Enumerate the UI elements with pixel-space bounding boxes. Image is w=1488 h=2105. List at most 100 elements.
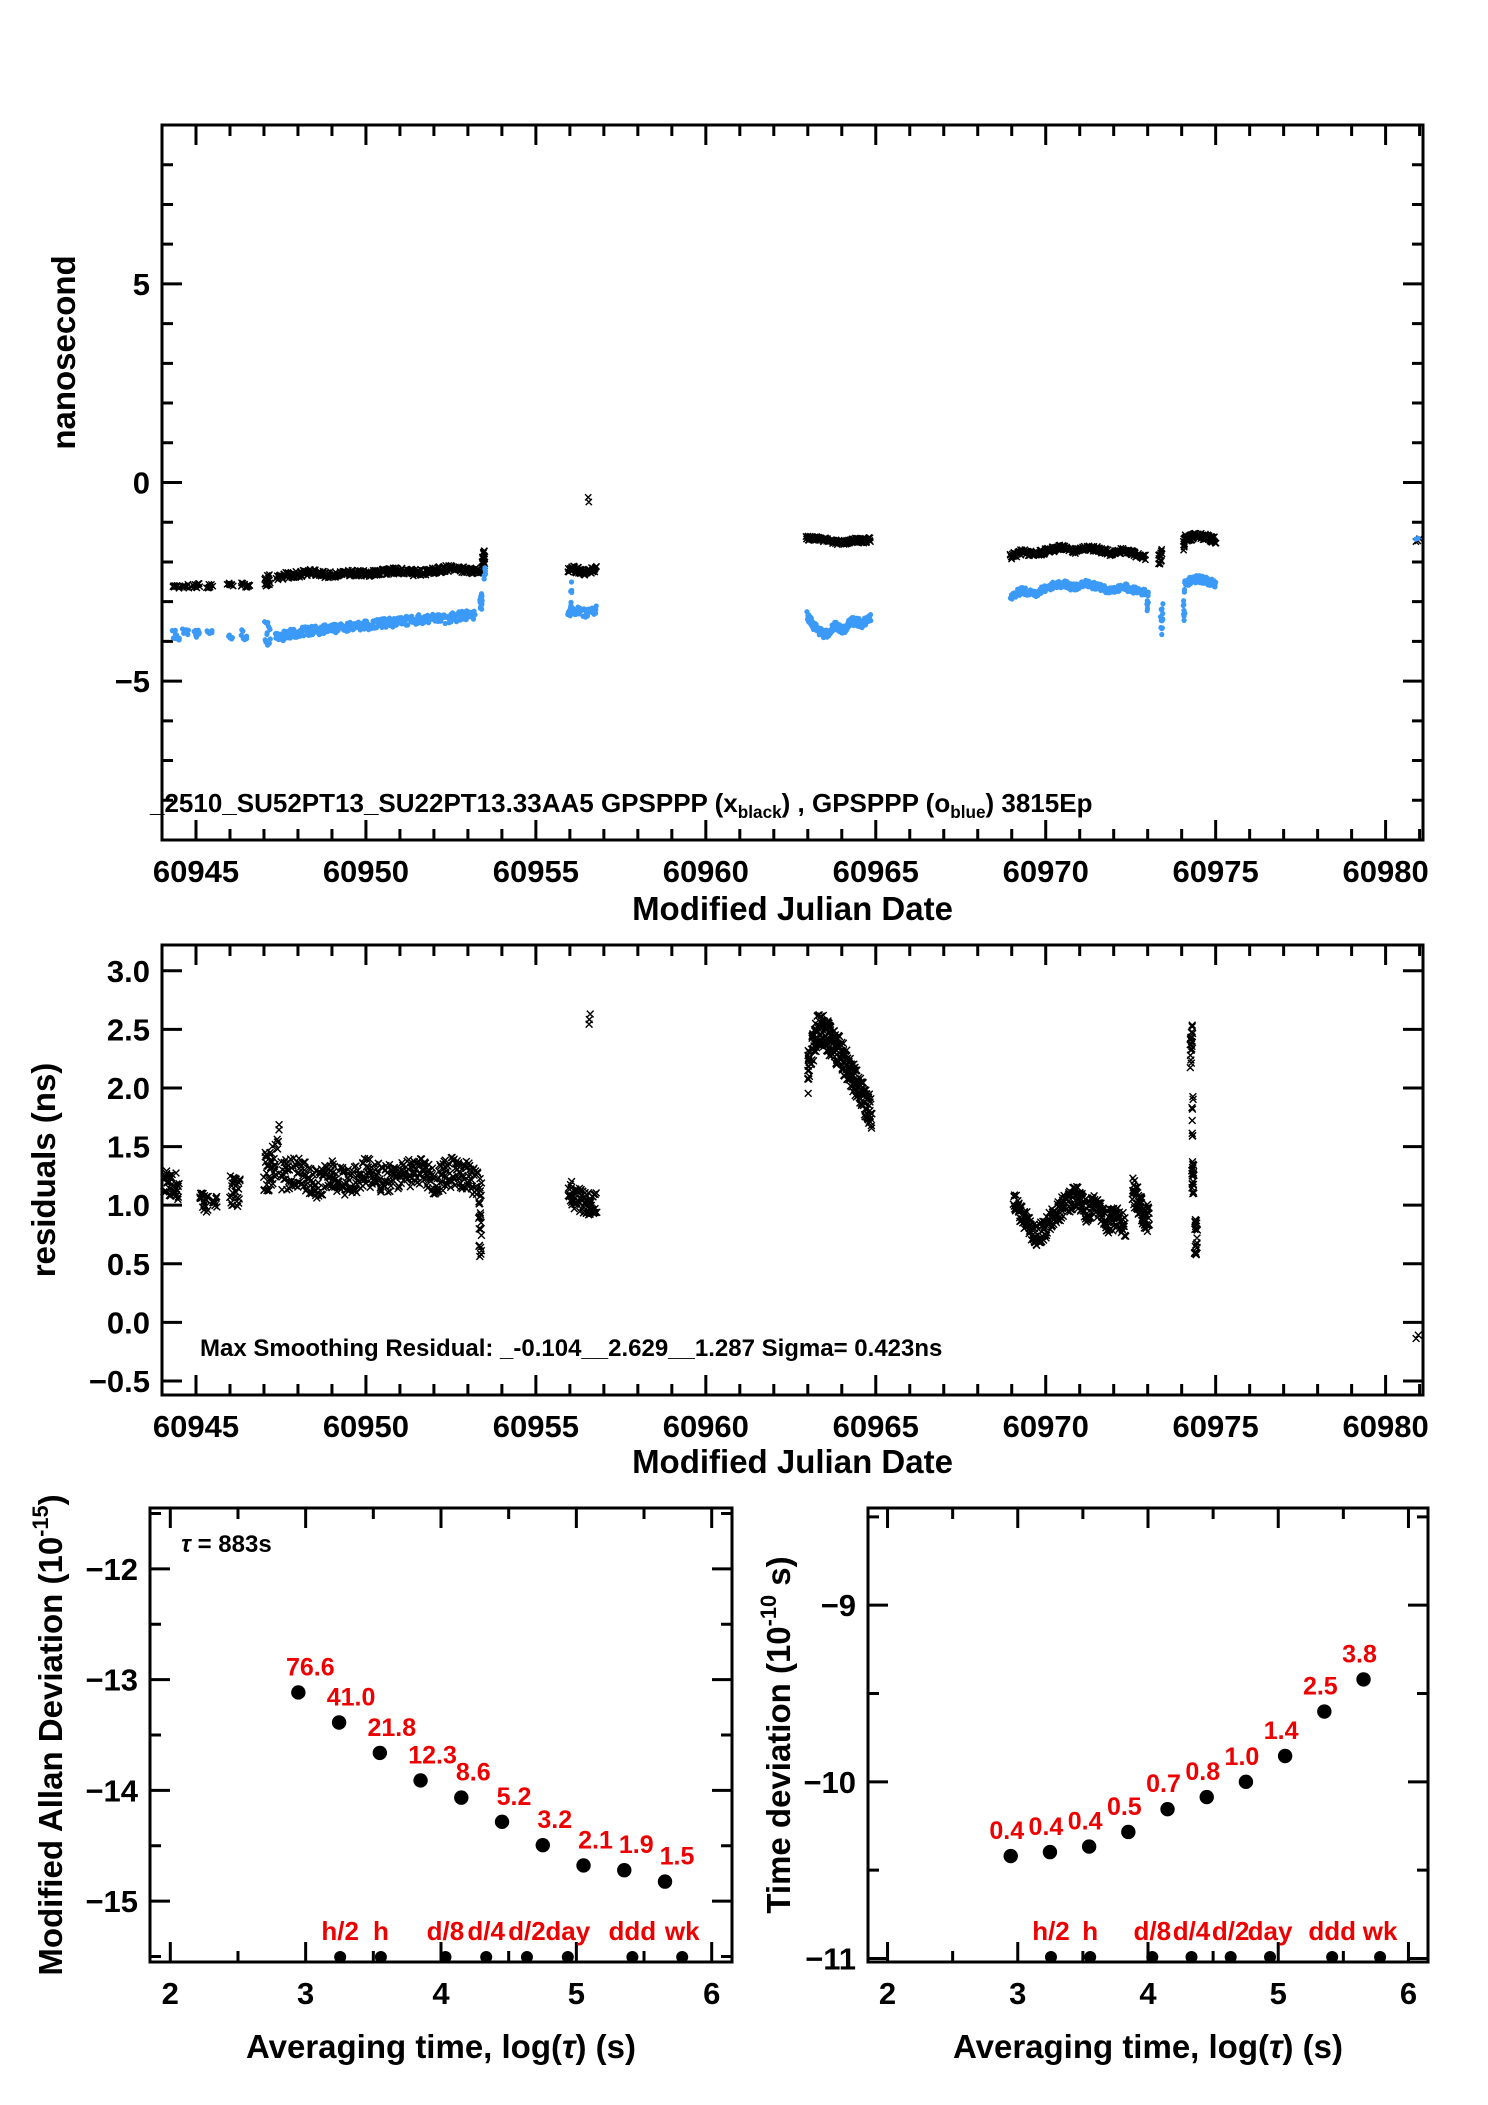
mdev-chart-point — [494, 1814, 510, 1830]
mdev-chart-point-label: 41.0 — [327, 1684, 376, 1712]
scatter-x-markers — [169, 493, 1424, 592]
residuals-y-tick-label: 1.0 — [107, 1188, 150, 1223]
tdev-y-tick-label: −9 — [821, 1588, 856, 1623]
tdev-chart-point-label: 0.4 — [1029, 1813, 1064, 1841]
phase-x-tick-label: 60960 — [663, 854, 749, 889]
tau-axis-label: h/2 — [321, 1916, 359, 1946]
phase-frame — [160, 123, 1425, 842]
tau-axis-label: d/2 — [508, 1916, 546, 1946]
residuals-y-tick-label: 2.0 — [107, 1071, 150, 1106]
tau-axis-dot — [1084, 1951, 1097, 1963]
tau-axis-label: h/2 — [1032, 1916, 1070, 1946]
mdev-x-tick-label: 2 — [162, 1976, 179, 2011]
mdev-chart-point — [657, 1874, 673, 1889]
tau-axis-dot — [1326, 1951, 1339, 1963]
tdev-chart: 2 3 4 5 6−9−10−110.4 0.4 0.40.50.7 0.81.01.42.5… — [756, 1506, 1430, 2065]
tdev-chart-point-label: 0.7 — [1146, 1770, 1181, 1798]
phase-x-tick-label: 60965 — [833, 854, 919, 889]
tdev-x-tick-label: 3 — [1009, 1976, 1026, 2011]
tau-axis-label: ddd — [1308, 1916, 1356, 1946]
mdev-y-tick-label: −15 — [85, 1884, 138, 1919]
tdev-y-tick-label: −11 — [805, 1941, 856, 1976]
tdev-chart-point-label: 1.4 — [1264, 1717, 1299, 1745]
tau-axis-dot — [1224, 1951, 1237, 1963]
tau-axis-label: day — [545, 1916, 590, 1946]
tdev-x-tick-label: 2 — [879, 1976, 896, 2011]
residuals-x-tick-label: 60950 — [323, 1409, 409, 1444]
mdev-y-tick-label: −14 — [85, 1773, 138, 1808]
phase-y-axis-title: nanosecond — [45, 255, 82, 449]
tau-axis-dot — [439, 1951, 452, 1963]
residuals-x-tick-label: 60980 — [1343, 1409, 1429, 1444]
phase-x-tick-label: 60980 — [1343, 854, 1429, 889]
phase-ticks — [162, 125, 1423, 840]
tdev-chart-point-label: 0.8 — [1185, 1758, 1220, 1786]
tdev-chart-point — [1356, 1672, 1371, 1687]
mdev-chart-point — [331, 1715, 347, 1730]
tdev-chart-point — [1042, 1844, 1058, 1860]
phase-x-tick-label: 60955 — [493, 854, 579, 889]
tau-axis-dot — [626, 1951, 639, 1963]
tau-axis-dot — [1185, 1951, 1198, 1963]
tdev-x-tick-label: 4 — [1139, 1976, 1157, 2011]
tdev-chart-point-label: 0.5 — [1107, 1793, 1142, 1821]
residuals-x-tick-label: 60945 — [153, 1409, 239, 1444]
scatter-o-markers — [169, 535, 1421, 648]
residuals-y-tick-label: 1.5 — [107, 1130, 150, 1165]
mdev-frame — [148, 1506, 734, 1964]
residuals-y-tick-label: −0.5 — [89, 1364, 150, 1399]
tau-axis-dot — [1044, 1951, 1057, 1963]
top-phase-chart: 60945 60950 60955 60960 60965 60970 60975 60980… — [45, 123, 1429, 927]
mdev-x-tick-label: 4 — [432, 1976, 450, 2011]
tau-axis-dot — [520, 1951, 533, 1963]
tau-axis-dot — [676, 1951, 689, 1963]
tdev-chart-point-label: 2.5 — [1303, 1673, 1338, 1701]
tdev-chart-point — [1003, 1848, 1018, 1864]
phase-x-axis-title: Modified Julian Date — [632, 890, 953, 927]
tau-axis-label: d/8 — [427, 1916, 465, 1946]
phase-x-tick-label: 60970 — [1003, 854, 1089, 889]
residuals-y-tick-label: 2.5 — [107, 1012, 150, 1047]
tdev-chart-point-label: 3.8 — [1342, 1640, 1377, 1668]
mdev-chart-tau-annotation: τ = 883s — [181, 1531, 272, 1558]
residuals-y-axis-title: residuals (ns) — [25, 1063, 62, 1278]
residuals-x-tick-label: 60955 — [493, 1409, 579, 1444]
mdev-chart-point-label: 76.6 — [286, 1653, 335, 1681]
mdev-x-tick-label: 3 — [297, 1976, 314, 2011]
residuals-x-tick-label: 60975 — [1173, 1409, 1259, 1444]
tdev-chart-point — [1317, 1704, 1332, 1719]
phase-y-tick-label: 5 — [133, 267, 150, 302]
mdev-x-tick-label: 5 — [568, 1976, 585, 2011]
tau-axis-dot — [334, 1951, 347, 1963]
residuals-ticks — [162, 945, 1423, 1395]
mdev-ticks — [150, 1508, 732, 1962]
tdev-chart-point-label: 0.4 — [1068, 1808, 1103, 1836]
tau-axis-label: d/8 — [1134, 1916, 1172, 1946]
tau-axis-label: d/4 — [1173, 1916, 1211, 1946]
phase-x-tick-label: 60945 — [153, 854, 239, 889]
tdev-chart-point — [1160, 1801, 1175, 1817]
mdev-x-tick-label: 6 — [703, 1976, 720, 2011]
residuals-y-tick-label: 3.0 — [107, 954, 150, 989]
mdev-chart-point — [576, 1858, 591, 1873]
mdev-chart-point — [617, 1863, 632, 1878]
residuals-frame — [160, 943, 1425, 1397]
residuals-x-tick-label: 60970 — [1003, 1409, 1089, 1444]
phase-x-tick-label: 60950 — [323, 854, 409, 889]
mdev-chart-point-label: 5.2 — [497, 1783, 532, 1811]
mdev-chart-point-label: 8.6 — [456, 1759, 491, 1787]
tau-axis-label: wk — [664, 1916, 700, 1946]
mdev-chart-x-axis-title: Averaging time, log(τ) (s) — [246, 2028, 636, 2065]
residuals-x-tick-label: 60965 — [833, 1409, 919, 1444]
residuals-annotation: Max Smoothing Residual: _-0.104__2.629__… — [200, 1335, 942, 1362]
mdev-y-tick-label: −12 — [85, 1552, 138, 1587]
tdev-frame — [866, 1506, 1430, 1964]
phase-legend: _2510_SU52PT13_SU22PT13.33AA5 GPSPPP (xb… — [149, 788, 1092, 822]
mdev-chart-point-label: 3.2 — [537, 1806, 572, 1834]
tau-axis-label: d/4 — [467, 1916, 505, 1946]
mdev-y-tick-label: −13 — [85, 1663, 138, 1698]
tdev-x-tick-label: 5 — [1270, 1976, 1287, 2011]
phase-y-tick-label: 0 — [133, 466, 150, 501]
